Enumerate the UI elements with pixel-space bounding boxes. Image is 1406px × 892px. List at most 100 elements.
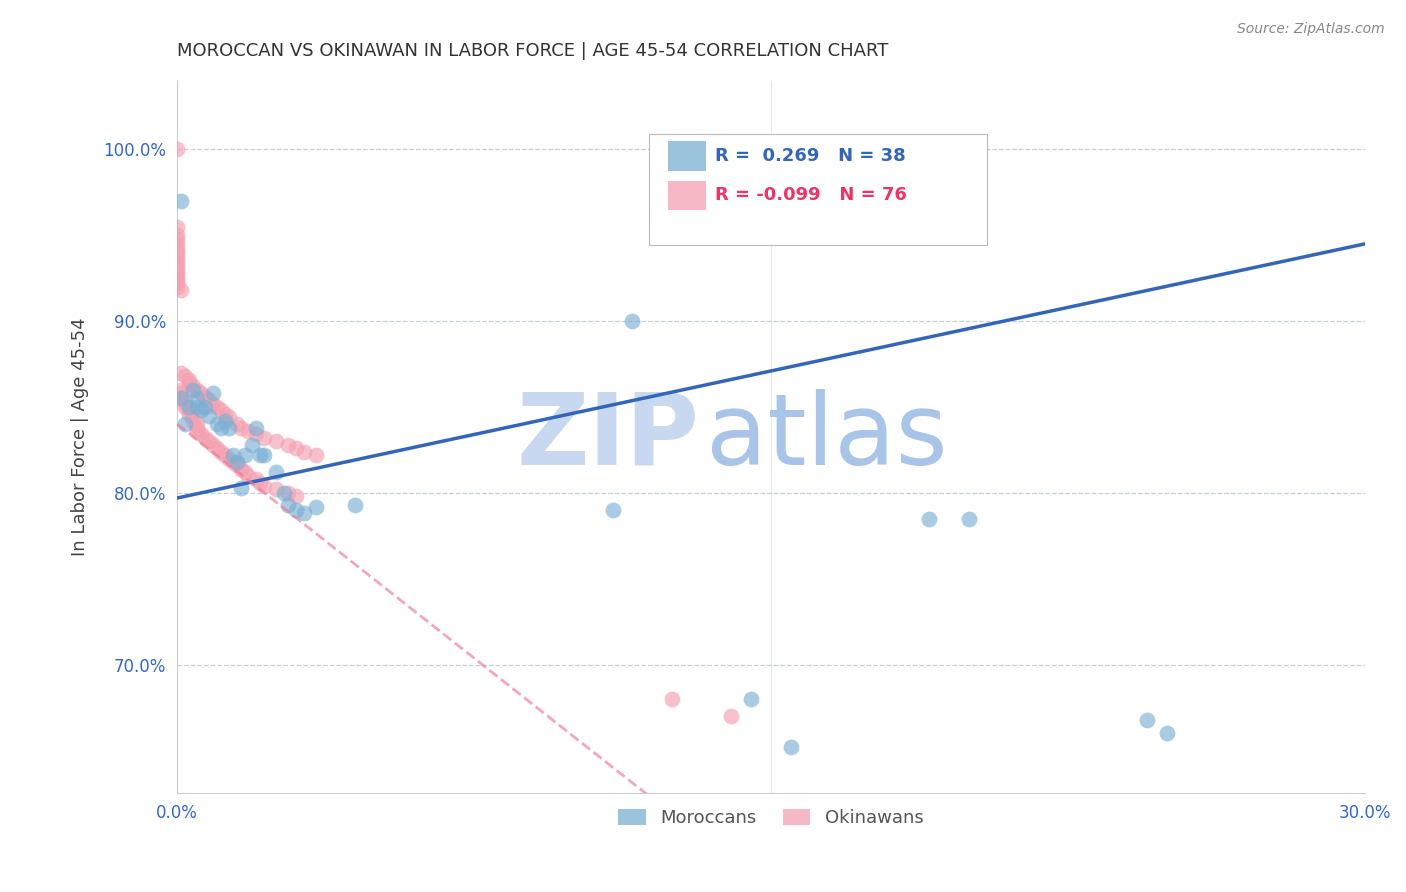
Point [209, 420, 232, 434]
Point [166, 249, 188, 263]
Point [179, 372, 201, 386]
Point [170, 386, 193, 401]
Text: R =  0.269   N = 38: R = 0.269 N = 38 [716, 147, 905, 165]
Point [201, 396, 224, 410]
Point [181, 379, 204, 393]
Point [233, 465, 256, 479]
Point [621, 314, 644, 328]
Point [218, 451, 240, 466]
Point [779, 739, 801, 754]
Point [166, 219, 188, 234]
Point [229, 481, 252, 495]
Point [229, 420, 252, 434]
Point [186, 383, 208, 397]
Point [225, 458, 247, 473]
Point [214, 414, 236, 428]
Point [957, 511, 980, 525]
Point [225, 417, 247, 432]
Point [249, 448, 271, 462]
Point [305, 448, 328, 462]
Point [740, 692, 762, 706]
Point [245, 472, 267, 486]
Point [174, 417, 197, 432]
Point [285, 503, 308, 517]
Point [602, 503, 624, 517]
Point [238, 468, 260, 483]
Point [198, 409, 221, 423]
Point [166, 262, 188, 277]
Point [170, 383, 193, 397]
Point [166, 242, 188, 256]
Point [174, 369, 197, 384]
Point [253, 431, 276, 445]
Point [277, 438, 299, 452]
Point [218, 420, 240, 434]
Point [209, 403, 232, 417]
Point [166, 259, 188, 273]
Point [221, 448, 243, 462]
Text: atlas: atlas [706, 389, 948, 485]
Point [918, 511, 941, 525]
Point [190, 427, 212, 442]
Point [205, 400, 228, 414]
Point [277, 498, 299, 512]
Point [249, 475, 271, 490]
Point [198, 393, 221, 408]
Point [166, 143, 188, 157]
Point [190, 386, 212, 401]
Point [245, 420, 267, 434]
Point [344, 498, 367, 512]
Point [205, 441, 228, 455]
Point [201, 386, 224, 401]
Point [166, 232, 188, 246]
Point [218, 410, 240, 425]
Point [238, 424, 260, 438]
Point [1136, 713, 1159, 727]
Point [186, 417, 208, 432]
Point [198, 434, 221, 449]
FancyBboxPatch shape [668, 180, 706, 211]
Point [166, 228, 188, 243]
Point [166, 277, 188, 291]
Point [253, 479, 276, 493]
Point [190, 403, 212, 417]
Point [194, 390, 217, 404]
Point [186, 424, 208, 438]
Point [166, 269, 188, 284]
Point [179, 403, 201, 417]
Point [229, 462, 252, 476]
Point [245, 427, 267, 442]
Point [170, 366, 193, 380]
Point [181, 383, 204, 397]
Point [242, 438, 264, 452]
Point [305, 500, 328, 514]
Point [1156, 726, 1178, 740]
Point [285, 441, 308, 455]
Point [264, 434, 287, 449]
Point [214, 407, 236, 421]
Point [661, 692, 683, 706]
Point [174, 396, 197, 410]
Text: R = -0.099   N = 76: R = -0.099 N = 76 [716, 186, 907, 204]
Point [221, 455, 243, 469]
Point [166, 280, 188, 294]
Point [273, 486, 295, 500]
Point [225, 455, 247, 469]
Point [201, 438, 224, 452]
Point [179, 376, 201, 390]
Text: MOROCCAN VS OKINAWAN IN LABOR FORCE | AGE 45-54 CORRELATION CHART: MOROCCAN VS OKINAWAN IN LABOR FORCE | AG… [177, 42, 889, 60]
Point [194, 400, 217, 414]
Text: Source: ZipAtlas.com: Source: ZipAtlas.com [1237, 22, 1385, 37]
FancyBboxPatch shape [668, 141, 706, 171]
Point [170, 390, 193, 404]
Point [233, 448, 256, 462]
Point [170, 283, 193, 297]
Point [264, 465, 287, 479]
Point [179, 407, 201, 421]
Point [170, 194, 193, 208]
Point [186, 392, 208, 406]
Point [285, 489, 308, 503]
Point [166, 266, 188, 280]
Point [181, 410, 204, 425]
Point [179, 400, 201, 414]
